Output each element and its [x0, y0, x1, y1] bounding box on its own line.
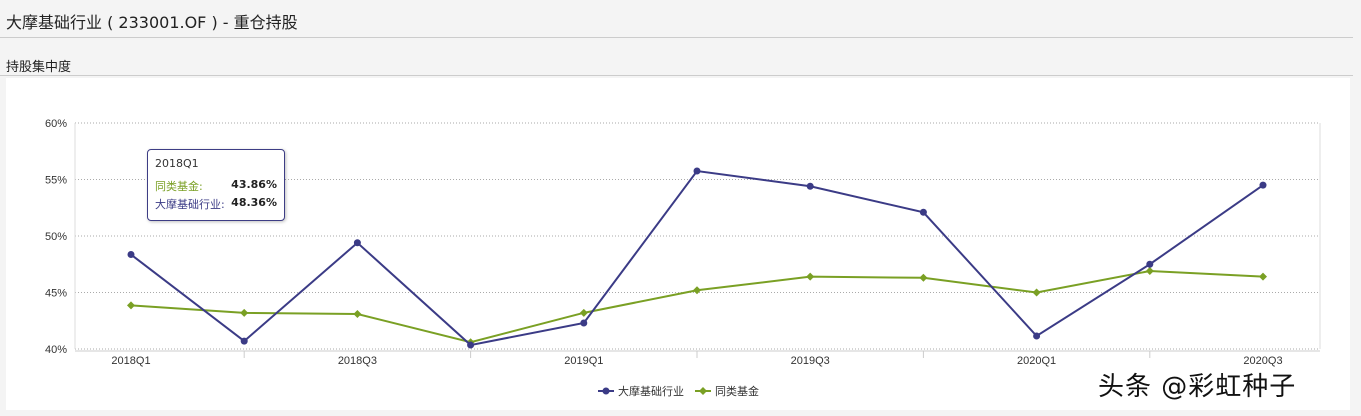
data-point	[1145, 267, 1154, 276]
data-point	[1259, 181, 1267, 189]
y-tick-label: 60%	[45, 118, 67, 130]
tooltip-row-fund: 大摩基础行业: 48.36%	[155, 196, 277, 212]
y-tick-label: 45%	[45, 288, 67, 300]
data-point	[919, 273, 928, 282]
y-tick-label: 50%	[45, 231, 67, 243]
watermark: 头条 @彩虹种子	[1098, 372, 1297, 402]
data-point	[353, 309, 362, 318]
data-point	[1033, 332, 1041, 340]
section-title: 持股集中度	[6, 60, 72, 75]
divider	[0, 75, 1353, 76]
data-point	[693, 167, 701, 175]
data-point	[127, 301, 135, 310]
legend-label[interactable]: 大摩基础行业	[618, 384, 684, 398]
x-tick-label: 2018Q3	[338, 355, 377, 367]
chart-tooltip: 2018Q1 同类基金: 43.86% 大摩基础行业: 48.36%	[147, 149, 285, 221]
chart-panel	[6, 78, 1350, 410]
data-point	[1032, 288, 1041, 297]
data-point	[579, 308, 588, 317]
x-tick-label: 2018Q1	[111, 355, 150, 367]
tooltip-value: 43.86%	[231, 178, 277, 191]
y-tick-label: 55%	[45, 175, 67, 187]
data-point	[1259, 272, 1267, 281]
data-point	[353, 239, 361, 247]
legend-label[interactable]: 同类基金	[715, 384, 759, 398]
data-point	[240, 308, 249, 317]
x-tick-label: 2019Q3	[791, 355, 830, 367]
data-point	[806, 182, 814, 190]
tooltip-label: 同类基金:	[155, 180, 203, 193]
tooltip-category: 2018Q1	[155, 157, 199, 170]
data-point	[240, 337, 248, 345]
y-tick-label: 40%	[45, 344, 67, 356]
series-line-fund	[130, 169, 1264, 347]
page-title: 大摩基础行业 ( 233001.OF ) - 重仓持股	[6, 13, 298, 32]
data-point	[580, 319, 588, 327]
divider	[0, 37, 1353, 38]
data-point	[127, 251, 135, 259]
tooltip-row-peer: 同类基金: 43.86%	[155, 178, 277, 194]
series-line-peer	[130, 270, 1264, 344]
x-tick-label: 2020Q1	[1017, 355, 1056, 367]
legend-marker	[699, 387, 707, 395]
legend-marker	[602, 387, 610, 395]
data-point	[1146, 260, 1154, 268]
data-point	[693, 286, 701, 295]
data-point	[467, 341, 475, 349]
tooltip-value: 48.36%	[231, 196, 277, 209]
x-tick-label: 2020Q3	[1243, 355, 1282, 367]
tooltip-label: 大摩基础行业:	[155, 198, 225, 211]
data-point	[919, 208, 927, 216]
x-tick-label: 2019Q1	[564, 355, 603, 367]
data-point	[806, 272, 815, 281]
